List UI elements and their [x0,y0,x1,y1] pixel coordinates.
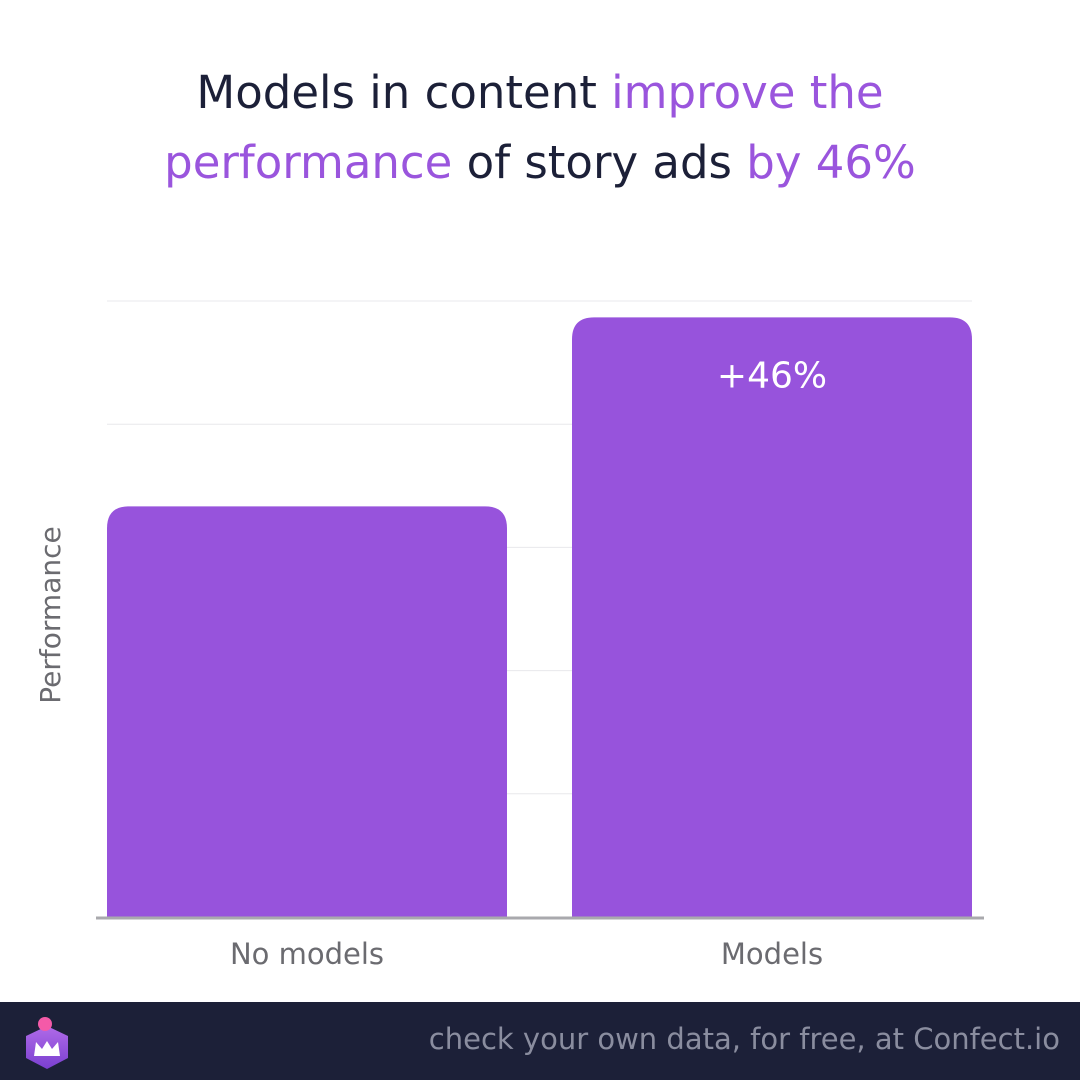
bar-data-label: +46% [717,355,827,396]
chart-title: Models in content improve the performanc… [0,58,1080,198]
bar-no-models[interactable] [107,506,507,917]
x-tick-labels: No models Models [230,937,823,971]
bar-models[interactable] [572,317,972,918]
bars [107,317,972,918]
footer-cta-text[interactable]: check your own data, for free, at Confec… [428,1022,1060,1056]
title-highlight-3: by 46% [746,136,916,189]
title-text-1: Models in content [196,66,612,119]
title-highlight-2: performance [164,136,453,189]
footer-bar: check your own data, for free, at Confec… [0,1002,1080,1080]
x-tick-label: Models [721,937,823,971]
confect-logo-icon[interactable] [22,1016,72,1070]
x-tick-label: No models [230,937,384,971]
data-labels: +46% [717,355,827,396]
title-highlight-1: improve the [611,66,884,119]
y-axis-label: Performance [34,526,67,703]
bar-chart: No models Models +46% Performance [34,300,984,971]
title-text-2: of story ads [452,136,747,189]
